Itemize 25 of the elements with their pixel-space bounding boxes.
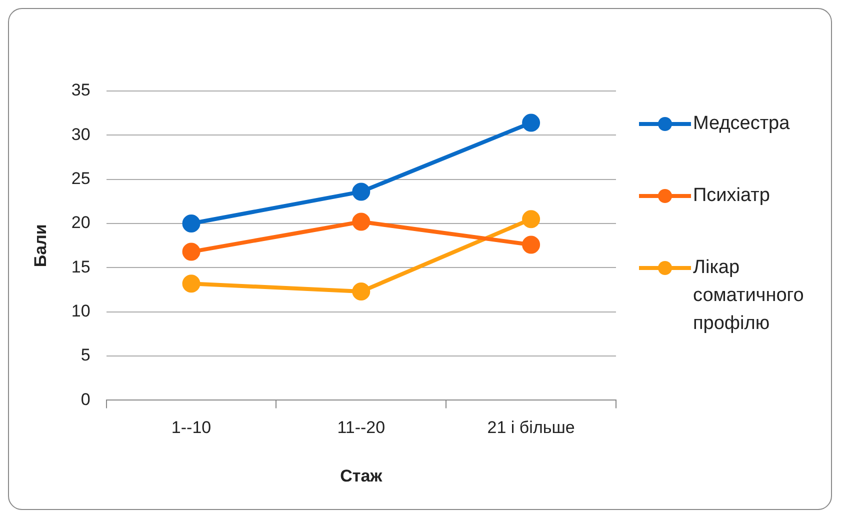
x-axis-title: Стаж [340,466,384,486]
point [182,214,200,233]
point [522,210,540,228]
x-tick-label: 21 і більше [487,418,575,438]
y-axis-title: Бали [30,224,50,268]
y-tick-label: 35 [71,80,90,100]
point [352,182,370,201]
point [522,114,540,132]
legend-label: Медсестра [693,112,791,136]
y-tick-label: 0 [80,390,90,409]
y-tick-label: 15 [71,257,90,276]
legend-label: Психіатр [693,184,771,208]
point [182,242,200,261]
x-tick-label: 1--10 [171,418,212,438]
y-tick-label: 10 [71,302,90,321]
y-tick-label: 5 [80,346,90,365]
y-tick-label: 20 [71,213,90,232]
y-tick-label: 25 [71,169,90,188]
point [352,212,370,231]
legend-label: Лікар соматичного профілю [693,256,805,336]
y-tick-label: 30 [71,124,90,144]
point [352,282,370,301]
point [182,274,200,293]
x-tick-label: 11--20 [337,418,386,438]
point [522,236,540,254]
